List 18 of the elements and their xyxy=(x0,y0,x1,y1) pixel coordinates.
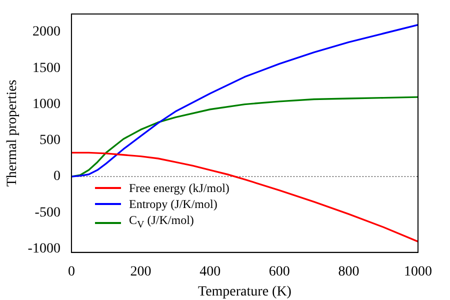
legend-label: Free energy (kJ/mol) xyxy=(129,180,230,196)
legend-label: C$_{V}$ (J/K/mol) xyxy=(129,212,194,232)
y-tick-label: 0 xyxy=(53,169,60,184)
y-axis-title: Thermal properties xyxy=(5,80,20,187)
y-tick-label: 2000 xyxy=(32,24,60,40)
legend-label: Entropy (J/K/mol) xyxy=(129,196,218,212)
x-tick-label: 0 xyxy=(68,264,75,280)
x-tick-label: 1000 xyxy=(404,264,432,280)
x-tick-label: 600 xyxy=(268,264,290,280)
x-tick-label: 400 xyxy=(200,264,221,280)
x-axis-title: Temperature (K) xyxy=(198,284,292,300)
y-tick-label: 500 xyxy=(39,133,60,148)
x-tick-label: 200 xyxy=(130,264,152,280)
y-tick-label: 1000 xyxy=(32,96,60,112)
x-tick-label: 800 xyxy=(338,264,360,280)
y-tick-label: -500 xyxy=(34,205,60,220)
y-tick-label: 1500 xyxy=(32,60,60,76)
y-tick-label: -1000 xyxy=(28,241,60,256)
